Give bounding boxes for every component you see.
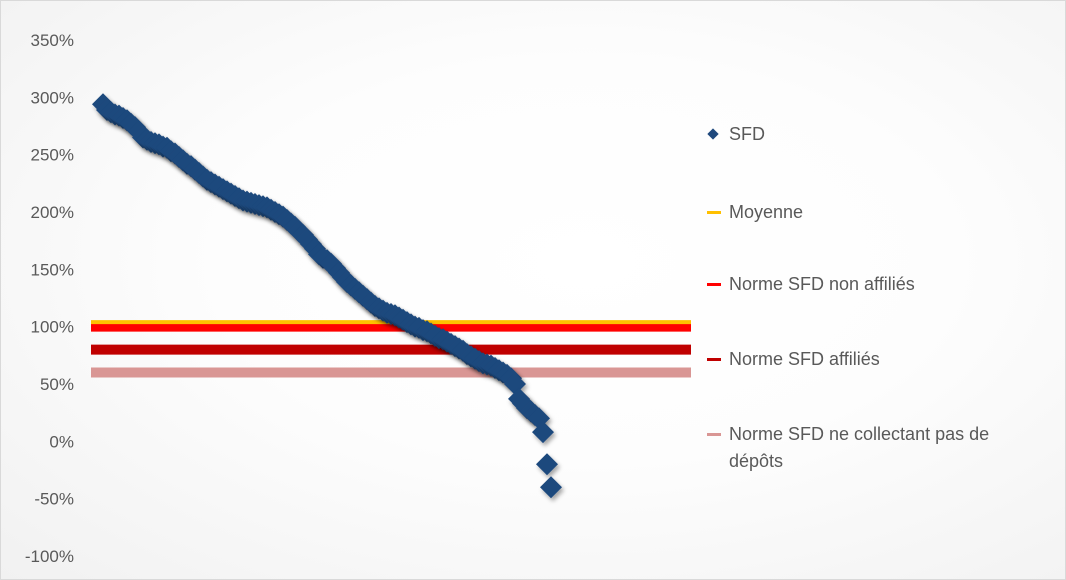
legend-label-norme-affilies: Norme SFD affiliés <box>729 349 880 369</box>
sfd-series <box>92 93 562 499</box>
legend-label-sfd: SFD <box>729 124 765 144</box>
y-tick-label: 200% <box>31 203 74 222</box>
legend-line-norme-affilies <box>707 346 721 373</box>
legend-label-norme-sans-depots: Norme SFD ne collectant pas de dépôts <box>729 424 990 471</box>
reference-lines <box>91 320 691 378</box>
legend-marker-sfd <box>707 121 721 148</box>
legend-label-moyenne: Moyenne <box>729 202 804 222</box>
legend-line-norme-non-affilies <box>707 271 721 298</box>
legend-line-norme-sans-depots <box>707 421 721 448</box>
y-tick-label: 300% <box>31 88 74 107</box>
y-tick-label: 150% <box>31 260 74 279</box>
legend-label-norme-non-affilies: Norme SFD non affiliés <box>729 274 915 294</box>
legend-line-moyenne <box>707 199 721 226</box>
sfd-point <box>540 476 562 499</box>
y-tick-label: -50% <box>34 490 74 509</box>
legend-item-moyenne: Moyenne <box>707 199 803 226</box>
y-tick-label: 0% <box>49 432 74 451</box>
legend-item-sfd: SFD <box>707 121 765 148</box>
y-axis: 350% 300% 250% 200% 150% 100% 50% 0% -50% -100% <box>25 31 74 566</box>
legend-item-norme-affilies: Norme SFD affiliés <box>707 346 880 373</box>
y-tick-label: 50% <box>40 375 74 394</box>
y-tick-label: 250% <box>31 146 74 165</box>
y-tick-label: 350% <box>31 31 74 50</box>
sfd-point <box>536 453 558 476</box>
legend-item-norme-non-affilies: Norme SFD non affiliés <box>707 271 915 298</box>
legend-item-norme-sans-depots: Norme SFD ne collectant pas de dépôts <box>707 421 1027 475</box>
y-tick-label: -100% <box>25 547 74 566</box>
sfd-point <box>532 421 554 444</box>
y-tick-label: 100% <box>31 318 74 337</box>
